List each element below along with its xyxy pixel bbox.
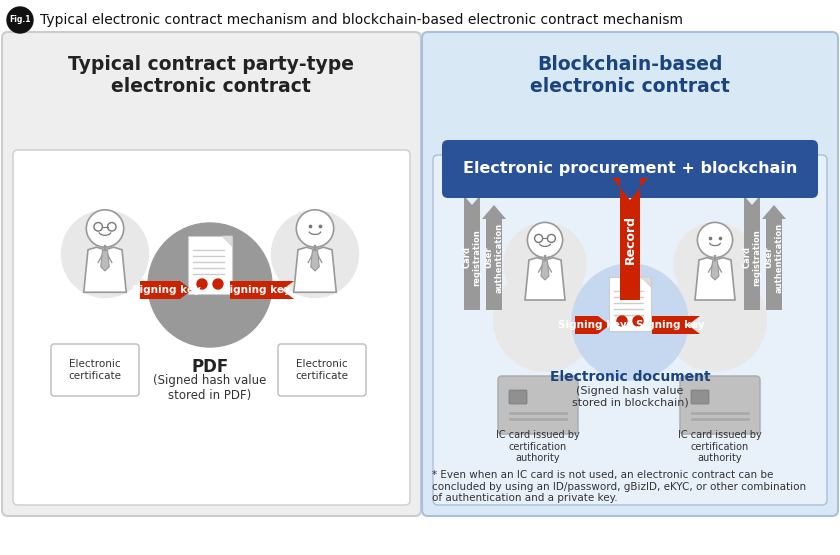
Text: IC card issued by
certification
authority: IC card issued by certification authorit… <box>678 430 762 463</box>
Polygon shape <box>222 236 232 246</box>
Text: User
authentication: User authentication <box>485 223 504 292</box>
Circle shape <box>148 223 272 347</box>
Polygon shape <box>460 191 484 310</box>
Polygon shape <box>525 258 565 300</box>
Polygon shape <box>740 191 764 310</box>
Text: PDF: PDF <box>192 358 228 376</box>
Text: Signing key: Signing key <box>636 320 705 330</box>
FancyBboxPatch shape <box>691 390 709 404</box>
Text: (Signed hash value
stored in blockchain): (Signed hash value stored in blockchain) <box>572 386 688 407</box>
FancyBboxPatch shape <box>609 277 651 331</box>
Circle shape <box>528 223 563 258</box>
Polygon shape <box>140 281 192 299</box>
Circle shape <box>270 210 360 298</box>
Circle shape <box>503 223 586 306</box>
Polygon shape <box>575 316 610 334</box>
Polygon shape <box>541 261 549 280</box>
FancyBboxPatch shape <box>509 390 527 404</box>
Text: User
authentication: User authentication <box>764 223 784 292</box>
Circle shape <box>674 223 757 306</box>
FancyBboxPatch shape <box>278 344 366 396</box>
Polygon shape <box>711 261 719 280</box>
Text: * Even when an IC card is not used, an electronic contract can be
concluded by u: * Even when an IC card is not used, an e… <box>432 470 806 503</box>
FancyBboxPatch shape <box>51 344 139 396</box>
Polygon shape <box>101 251 109 271</box>
Circle shape <box>197 279 207 289</box>
FancyBboxPatch shape <box>498 376 578 434</box>
FancyBboxPatch shape <box>13 150 410 505</box>
Text: Signing key: Signing key <box>222 285 291 295</box>
Circle shape <box>617 316 627 326</box>
Circle shape <box>697 223 732 258</box>
Text: Record: Record <box>623 214 637 264</box>
Circle shape <box>87 210 123 247</box>
Text: Typical contract party-type
electronic contract: Typical contract party-type electronic c… <box>68 55 354 96</box>
FancyBboxPatch shape <box>680 376 760 434</box>
Text: (Signed hash value
stored in PDF): (Signed hash value stored in PDF) <box>154 374 266 402</box>
Text: Electronic
certificate: Electronic certificate <box>69 359 122 381</box>
Text: Blockchain-based
electronic contract: Blockchain-based electronic contract <box>530 55 730 96</box>
Polygon shape <box>762 205 786 310</box>
FancyBboxPatch shape <box>433 155 827 505</box>
Circle shape <box>213 279 223 289</box>
Polygon shape <box>652 316 700 334</box>
Circle shape <box>297 210 333 247</box>
FancyBboxPatch shape <box>2 32 421 516</box>
Polygon shape <box>311 251 319 271</box>
Polygon shape <box>230 281 294 299</box>
FancyBboxPatch shape <box>442 140 818 198</box>
FancyBboxPatch shape <box>188 236 232 294</box>
FancyBboxPatch shape <box>422 32 838 516</box>
Polygon shape <box>84 247 126 292</box>
Polygon shape <box>612 178 648 300</box>
Circle shape <box>60 210 150 298</box>
Text: Electronic document: Electronic document <box>549 370 711 384</box>
Text: Signing key: Signing key <box>132 285 201 295</box>
Text: Signing key: Signing key <box>558 320 627 330</box>
Text: Electronic procurement + blockchain: Electronic procurement + blockchain <box>463 162 797 176</box>
Polygon shape <box>482 205 506 310</box>
Circle shape <box>633 316 643 326</box>
Text: Electronic
certificate: Electronic certificate <box>296 359 349 381</box>
Text: Typical electronic contract mechanism and blockchain-based electronic contract m: Typical electronic contract mechanism an… <box>40 13 683 27</box>
Circle shape <box>572 264 688 380</box>
Polygon shape <box>294 247 336 292</box>
Text: Card
registration: Card registration <box>743 229 762 286</box>
Circle shape <box>7 7 33 33</box>
Text: IC card issued by
certification
authority: IC card issued by certification authorit… <box>496 430 580 463</box>
Polygon shape <box>641 277 651 287</box>
Circle shape <box>493 268 597 372</box>
Text: Card
registration: Card registration <box>462 229 481 286</box>
Circle shape <box>663 268 767 372</box>
Text: Fig.1: Fig.1 <box>9 16 31 24</box>
Polygon shape <box>695 258 735 300</box>
